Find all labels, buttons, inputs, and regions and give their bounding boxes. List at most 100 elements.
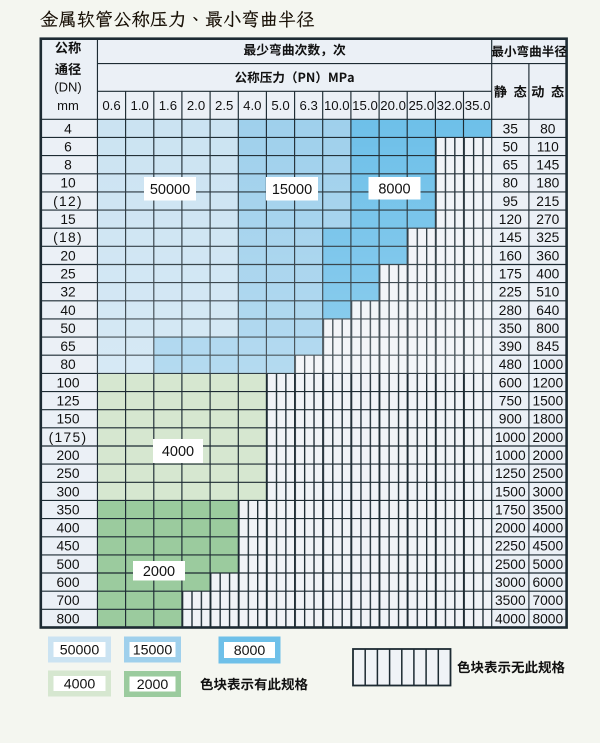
svg-text:2000: 2000	[532, 448, 563, 463]
svg-text:280: 280	[499, 303, 522, 318]
svg-text:5.0: 5.0	[271, 98, 289, 113]
svg-text:215: 215	[536, 194, 559, 209]
svg-text:360: 360	[536, 248, 559, 263]
svg-text:2500: 2500	[532, 466, 563, 481]
svg-text:25: 25	[60, 267, 76, 282]
svg-text:2.5: 2.5	[215, 98, 233, 113]
svg-text:80: 80	[503, 176, 519, 191]
svg-text:50: 50	[503, 139, 519, 154]
svg-text:900: 900	[499, 412, 522, 427]
svg-text:4: 4	[64, 121, 72, 136]
svg-text:20: 20	[60, 248, 76, 263]
svg-text:500: 500	[56, 557, 79, 572]
svg-text:1000: 1000	[495, 448, 526, 463]
svg-text:1500: 1500	[495, 484, 526, 499]
svg-text:1250: 1250	[495, 466, 526, 481]
svg-text:50000: 50000	[150, 182, 190, 198]
svg-text:250: 250	[56, 466, 79, 481]
svg-text:10: 10	[60, 176, 76, 191]
svg-text:6: 6	[64, 139, 72, 154]
svg-text:180: 180	[536, 176, 559, 191]
svg-text:145: 145	[499, 230, 522, 245]
svg-text:(12): (12)	[53, 194, 83, 209]
svg-text:2000: 2000	[532, 430, 563, 445]
svg-text:95: 95	[503, 194, 519, 209]
svg-text:200: 200	[56, 448, 79, 463]
svg-text:100: 100	[56, 375, 79, 390]
svg-text:0.6: 0.6	[102, 98, 120, 113]
svg-text:6000: 6000	[532, 575, 563, 590]
svg-text:80: 80	[540, 121, 556, 136]
svg-text:1750: 1750	[495, 502, 526, 517]
svg-text:4.0: 4.0	[243, 98, 261, 113]
svg-text:25.0: 25.0	[408, 98, 434, 113]
svg-text:1.0: 1.0	[131, 98, 149, 113]
svg-text:450: 450	[56, 539, 79, 554]
svg-text:120: 120	[499, 212, 522, 227]
svg-text:80: 80	[60, 357, 76, 372]
svg-text:1200: 1200	[532, 375, 563, 390]
svg-text:125: 125	[56, 394, 79, 409]
svg-text:110: 110	[537, 139, 559, 154]
svg-text:40: 40	[60, 303, 76, 318]
svg-text:65: 65	[503, 158, 519, 173]
svg-text:1.6: 1.6	[159, 98, 177, 113]
svg-text:1000: 1000	[495, 430, 526, 445]
svg-text:510: 510	[536, 285, 559, 300]
svg-text:350: 350	[56, 502, 79, 517]
svg-text:15000: 15000	[272, 182, 312, 198]
svg-text:300: 300	[56, 484, 79, 499]
svg-text:2250: 2250	[495, 539, 526, 554]
svg-text:800: 800	[56, 611, 79, 626]
svg-text:(18): (18)	[53, 230, 83, 245]
svg-text:2.0: 2.0	[187, 98, 205, 113]
svg-text:15: 15	[60, 212, 76, 227]
svg-text:50: 50	[60, 321, 76, 336]
svg-text:35: 35	[503, 121, 519, 136]
svg-text:600: 600	[499, 375, 522, 390]
svg-text:2500: 2500	[495, 557, 526, 572]
svg-text:1800: 1800	[532, 412, 563, 427]
svg-text:32.0: 32.0	[437, 98, 463, 113]
svg-text:1500: 1500	[532, 394, 563, 409]
svg-text:640: 640	[536, 303, 559, 318]
svg-text:225: 225	[499, 285, 522, 300]
svg-text:8000: 8000	[234, 643, 266, 659]
svg-text:mm: mm	[57, 98, 79, 113]
svg-text:750: 750	[499, 394, 522, 409]
svg-text:845: 845	[536, 339, 559, 354]
svg-text:15000: 15000	[133, 643, 173, 659]
svg-text:6.3: 6.3	[300, 98, 318, 113]
svg-text:270: 270	[536, 212, 559, 227]
svg-text:2000: 2000	[143, 564, 175, 580]
svg-text:35.0: 35.0	[465, 98, 491, 113]
svg-text:8: 8	[64, 158, 72, 173]
svg-text:800: 800	[536, 321, 559, 336]
svg-text:145: 145	[536, 158, 559, 173]
svg-text:700: 700	[56, 593, 79, 608]
svg-text:32: 32	[60, 285, 75, 300]
svg-text:1000: 1000	[532, 357, 563, 372]
svg-text:400: 400	[536, 267, 559, 282]
svg-text:160: 160	[499, 248, 522, 263]
svg-text:390: 390	[499, 339, 522, 354]
svg-text:20.0: 20.0	[380, 98, 406, 113]
svg-text:3000: 3000	[532, 484, 563, 499]
svg-text:3000: 3000	[495, 575, 526, 590]
svg-text:15.0: 15.0	[352, 98, 378, 113]
svg-text:4000: 4000	[162, 444, 194, 460]
svg-text:3500: 3500	[532, 502, 563, 517]
svg-text:4000: 4000	[64, 677, 96, 693]
svg-text:175: 175	[499, 267, 522, 282]
svg-text:480: 480	[499, 357, 522, 372]
svg-text:(DN): (DN)	[54, 80, 81, 95]
svg-text:7000: 7000	[532, 593, 563, 608]
svg-text:3500: 3500	[495, 593, 526, 608]
svg-text:600: 600	[56, 575, 79, 590]
svg-text:2000: 2000	[495, 521, 526, 536]
svg-text:10.0: 10.0	[324, 98, 350, 113]
svg-text:4000: 4000	[532, 521, 563, 536]
svg-text:325: 325	[536, 230, 559, 245]
svg-text:150: 150	[56, 412, 79, 427]
svg-text:65: 65	[60, 339, 76, 354]
